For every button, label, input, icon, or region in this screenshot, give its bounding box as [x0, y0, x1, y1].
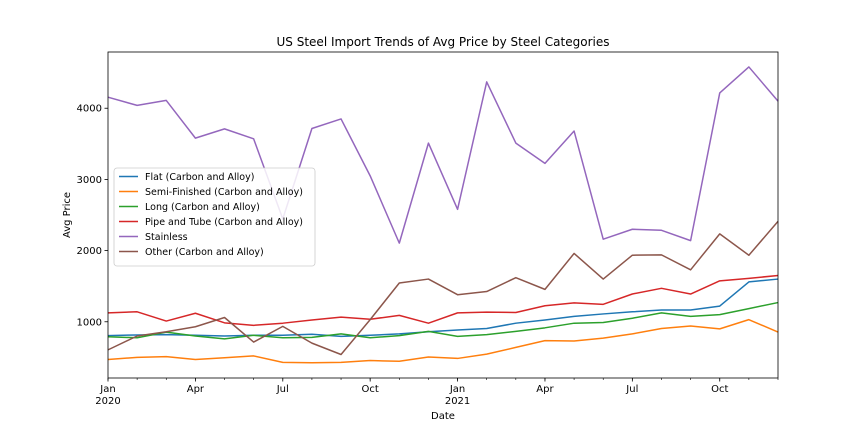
x-tick-label: Oct	[711, 384, 728, 395]
x-tick-label: Apr	[536, 384, 554, 395]
legend-label-5: Other (Carbon and Alloy)	[145, 247, 264, 258]
x-tick-year-label: 2021	[445, 396, 470, 407]
legend-label-2: Long (Carbon and Alloy)	[145, 202, 260, 213]
y-tick-label: 2000	[77, 246, 102, 257]
axes-frame	[107, 51, 779, 379]
x-tick-label: Apr	[187, 384, 205, 395]
y-tick-label: 1000	[77, 317, 102, 328]
legend: Flat (Carbon and Alloy) Semi-Finished (Ca…	[113, 167, 316, 267]
series-line-3	[107, 274, 779, 327]
legend-label-4: Stainless	[145, 232, 188, 243]
legend-label-1: Semi-Finished (Carbon and Alloy)	[145, 187, 303, 198]
x-tick-year-label: 2020	[95, 396, 120, 407]
x-tick-label: Jul	[625, 384, 638, 395]
x-tick-label: Jul	[276, 384, 289, 395]
legend-label-3: Pipe and Tube (Carbon and Alloy)	[145, 217, 303, 228]
plot-area	[107, 66, 779, 364]
y-tick-label: 4000	[77, 104, 102, 115]
x-axis-label: Date	[431, 411, 455, 422]
legend-box	[113, 167, 316, 267]
x-tick-label: Jan	[449, 384, 465, 395]
y-tick-label: 3000	[77, 175, 102, 186]
y-axis-label: Avg Price	[62, 192, 73, 238]
series-line-2	[107, 301, 779, 340]
series-line-1	[107, 318, 779, 364]
legend-label-0: Flat (Carbon and Alloy)	[145, 172, 254, 183]
x-tick-label: Jan	[99, 384, 115, 395]
series-line-5	[107, 220, 779, 356]
chart-title: US Steel Import Trends of Avg Price by S…	[277, 35, 610, 49]
series-line-4	[107, 66, 779, 244]
series-line-0	[107, 278, 779, 338]
x-tick-label: Oct	[362, 384, 379, 395]
